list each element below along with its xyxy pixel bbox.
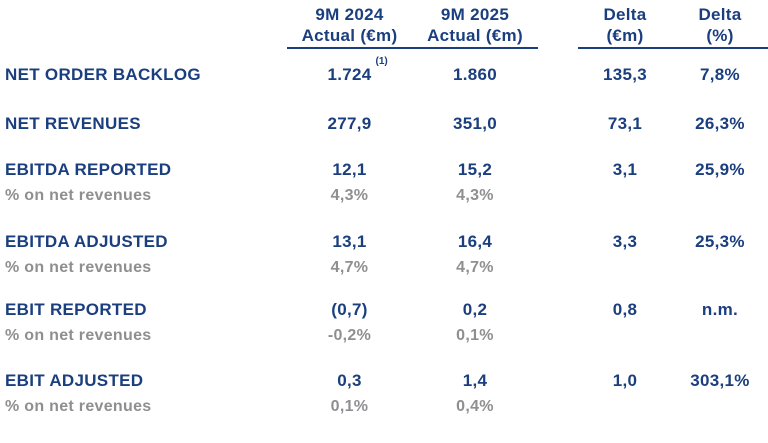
table-subrow: % on net revenues -0,2% 0,1% <box>0 325 768 347</box>
table-row: NET REVENUES 277,9 351,0 73,1 26,3% <box>0 113 768 135</box>
subrow-label: % on net revenues <box>5 187 152 204</box>
value-9m2024: 277,9 <box>327 114 372 133</box>
value-delta-pct: 25,9% <box>695 160 745 179</box>
value-9m2025: 0,2 <box>462 300 488 319</box>
subvalue-9m2024: 4,3% <box>330 187 369 204</box>
table-row: EBIT ADJUSTED 0,3 1,4 1,0 303,1% <box>0 370 768 392</box>
column-header-9m2024: 9M 2024 <box>315 4 384 24</box>
row-group-net-revenues: NET REVENUES 277,9 351,0 73,1 26,3% <box>0 113 768 135</box>
row-group-ebitda-reported: EBITDA REPORTED 12,1 15,2 3,1 25,9% % on… <box>0 159 768 207</box>
row-label: EBITDA ADJUSTED <box>5 232 168 251</box>
column-subheader-delta-eur: (€m) <box>606 25 644 45</box>
value-9m2025: 1.860 <box>452 65 498 84</box>
footnote-marker: (1) <box>375 56 388 67</box>
subvalue-9m2024: 0,1% <box>330 398 369 415</box>
header-rule-actual-columns <box>287 47 538 49</box>
value-9m2024: 12,1 <box>332 160 367 179</box>
row-group-ebitda-adjusted: EBITDA ADJUSTED 13,1 16,4 3,3 25,3% % on… <box>0 231 768 279</box>
value-9m2025: 351,0 <box>452 114 498 133</box>
column-subheader-9m2025: Actual (€m) <box>427 25 523 45</box>
value-delta-pct: 303,1% <box>690 371 750 390</box>
value-delta-eur: 3,3 <box>612 232 638 251</box>
subvalue-9m2025: 0,4% <box>456 398 494 415</box>
value-delta-eur: 135,3 <box>602 65 648 84</box>
row-label: EBIT ADJUSTED <box>5 371 144 390</box>
value-delta-pct: 25,3% <box>695 232 745 251</box>
subvalue-9m2024: -0,2% <box>327 327 372 344</box>
value-delta-pct: 26,3% <box>695 114 745 133</box>
table-subrow: % on net revenues 0,1% 0,4% <box>0 396 768 418</box>
value-9m2025: 15,2 <box>457 160 493 179</box>
column-header-delta-eur: Delta <box>603 4 647 24</box>
subvalue-9m2025: 0,1% <box>456 327 494 344</box>
table-subrow: % on net revenues 4,7% 4,7% <box>0 257 768 279</box>
value-delta-eur: 0,8 <box>612 300 638 319</box>
value-delta-eur: 73,1 <box>607 114 643 133</box>
table-row: EBITDA REPORTED 12,1 15,2 3,1 25,9% <box>0 159 768 181</box>
table-subrow: % on net revenues 4,3% 4,3% <box>0 185 768 207</box>
value-9m2024: (0,7) <box>331 300 368 319</box>
subvalue-9m2025: 4,3% <box>456 187 494 204</box>
row-group-ebit-reported: EBIT REPORTED (0,7) 0,2 0,8 n.m. % on ne… <box>0 299 768 347</box>
value-9m2024: 13,1 <box>332 232 367 251</box>
row-label: NET REVENUES <box>5 114 141 133</box>
row-group-net-order-backlog: NET ORDER BACKLOG 1.724 (1) 1.860 135,3 7… <box>0 56 768 86</box>
row-label: NET ORDER BACKLOG <box>5 65 201 84</box>
subvalue-9m2024: 4,7% <box>330 259 369 276</box>
table-row: NET ORDER BACKLOG 1.724 (1) 1.860 135,3 7… <box>0 56 768 86</box>
subrow-label: % on net revenues <box>5 327 152 344</box>
value-9m2024: 0,3 <box>337 371 362 390</box>
value-delta-eur: 3,1 <box>612 160 638 179</box>
table-header-line2: Actual (€m) Actual (€m) (€m) (%) <box>0 25 768 46</box>
column-header-delta-pct: Delta <box>698 4 742 24</box>
subvalue-9m2025: 4,7% <box>456 259 494 276</box>
table-header: 9M 2024 9M 2025 Delta Delta Actual (€m) … <box>0 0 768 46</box>
table-header-line1: 9M 2024 9M 2025 Delta Delta <box>0 4 768 25</box>
subrow-label: % on net revenues <box>5 398 152 415</box>
row-label: EBIT REPORTED <box>5 300 147 319</box>
header-rule-delta-columns <box>578 47 768 49</box>
value-delta-pct: n.m. <box>701 300 739 319</box>
value-delta-eur: 1,0 <box>612 371 638 390</box>
value-9m2024: 1.724 (1) <box>327 56 388 84</box>
column-subheader-9m2024: Actual (€m) <box>301 25 398 45</box>
row-label: EBITDA REPORTED <box>5 160 172 179</box>
column-subheader-delta-pct: (%) <box>706 25 734 45</box>
value-9m2025: 16,4 <box>457 232 493 251</box>
subrow-label: % on net revenues <box>5 259 152 276</box>
table-row: EBIT REPORTED (0,7) 0,2 0,8 n.m. <box>0 299 768 321</box>
value-delta-pct: 7,8% <box>700 65 740 84</box>
value-9m2025: 1,4 <box>462 371 488 390</box>
row-group-ebit-adjusted: EBIT ADJUSTED 0,3 1,4 1,0 303,1% % on ne… <box>0 370 768 418</box>
table-row: EBITDA ADJUSTED 13,1 16,4 3,3 25,3% <box>0 231 768 253</box>
column-header-9m2025: 9M 2025 <box>440 4 510 24</box>
